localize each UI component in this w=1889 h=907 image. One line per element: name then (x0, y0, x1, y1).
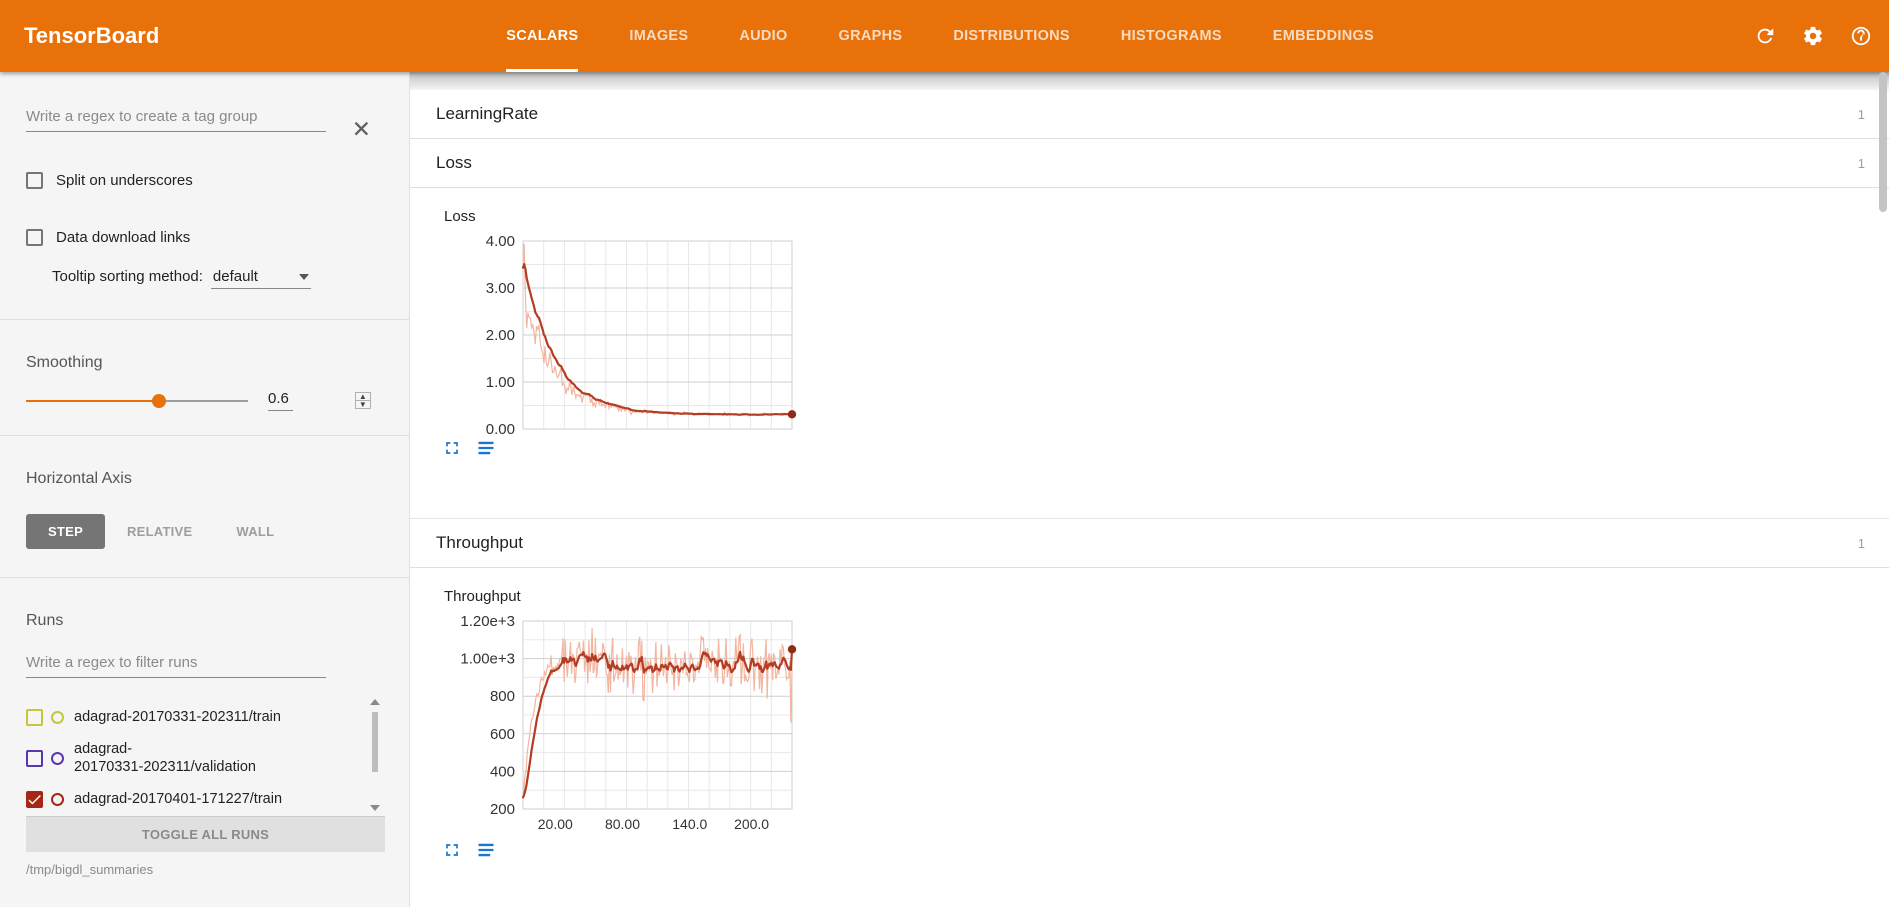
svg-text:2.00: 2.00 (486, 327, 515, 344)
svg-text:200.0: 200.0 (734, 816, 769, 832)
svg-text:80.00: 80.00 (605, 816, 640, 832)
svg-text:400: 400 (490, 763, 515, 780)
svg-text:200: 200 (490, 801, 515, 818)
svg-text:1.00: 1.00 (486, 374, 515, 391)
svg-text:1.20e+3: 1.20e+3 (460, 613, 515, 630)
svg-text:4.00: 4.00 (486, 233, 515, 250)
svg-text:3.00: 3.00 (486, 280, 515, 297)
svg-text:1.00e+3: 1.00e+3 (460, 651, 515, 668)
svg-text:20.00: 20.00 (538, 816, 573, 832)
svg-text:0.00: 0.00 (486, 421, 515, 438)
svg-text:600: 600 (490, 726, 515, 743)
svg-text:140.0: 140.0 (672, 816, 707, 832)
svg-text:800: 800 (490, 688, 515, 705)
